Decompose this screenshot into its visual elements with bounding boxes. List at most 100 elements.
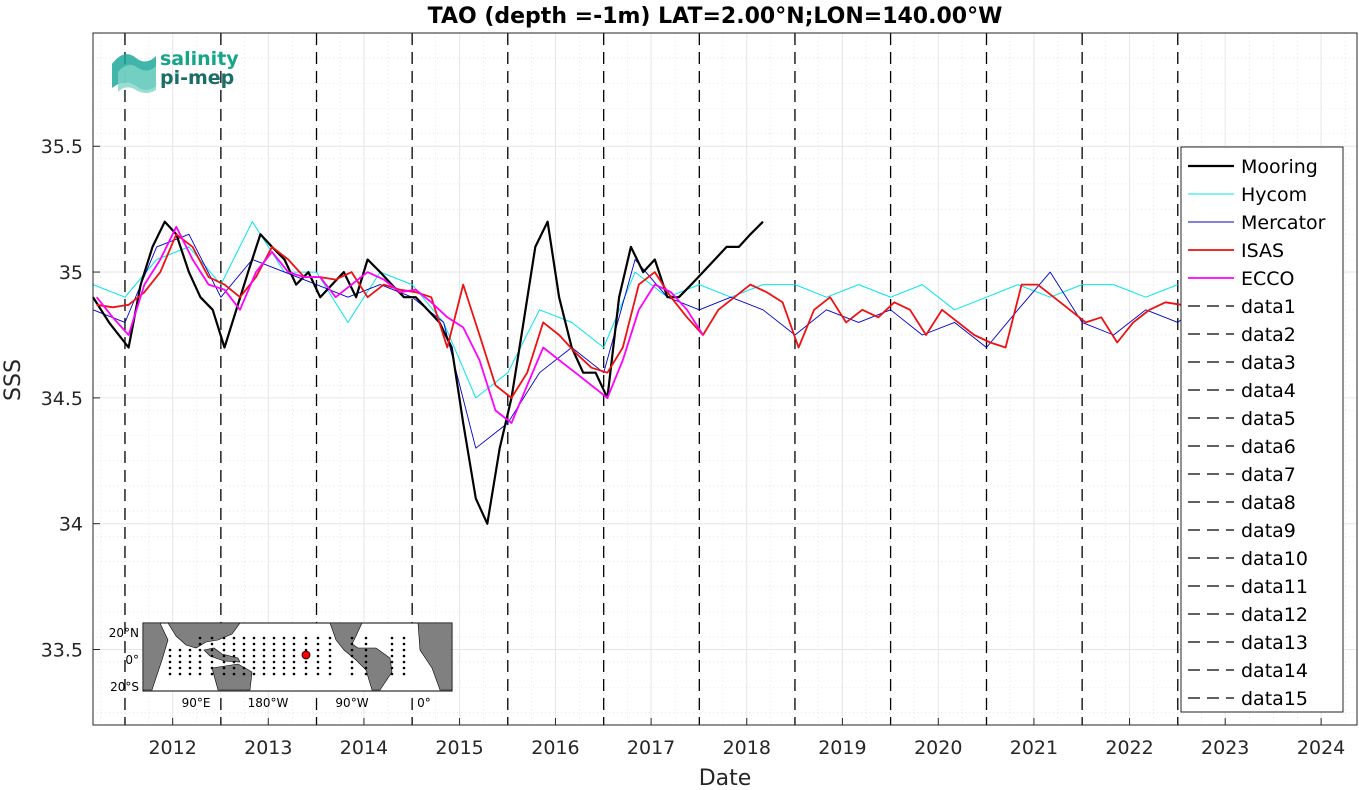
inset-lat-label-1: 0° [125,653,139,667]
inset-mooring-dot [402,636,406,640]
inset-mooring-dot [252,660,256,664]
inset-mooring-dot [304,666,308,670]
inset-mooring-dot [262,642,266,646]
x-tick-label: 2020 [914,737,962,759]
inset-mooring-dot [390,642,394,646]
legend-label-data10: data10 [1241,548,1308,570]
inset-mooring-dot [168,648,172,652]
inset-mooring-dot [328,666,332,670]
inset-mooring-dot [350,672,354,676]
inset-mooring-dot [232,636,236,640]
inset-selected-mooring-marker [301,650,311,660]
inset-mooring-dot [242,654,246,658]
inset-mooring-dot [350,636,354,640]
inset-mooring-dot [262,648,266,652]
inset-mooring-dot [282,660,286,664]
x-tick-label: 2015 [435,737,483,759]
inset-mooring-dot [292,660,296,664]
inset-mooring-dot [390,648,394,652]
inset-mooring-dot [316,648,320,652]
inset-mooring-dot [242,672,246,676]
inset-mooring-dot [252,666,256,670]
inset-map-land-asia [167,622,241,649]
series-line-mooring [92,220,764,525]
inset-mooring-dot [272,642,276,646]
legend-label-mercator: Mercator [1241,212,1326,234]
inset-mooring-dot [328,660,332,664]
legend-label-data2: data2 [1241,324,1296,346]
inset-mooring-dot [350,648,354,652]
inset-mooring-dot [328,648,332,652]
inset-mooring-dot [188,654,192,658]
inset-mooring-dot [292,672,296,676]
x-tick-label: 2017 [627,737,675,759]
x-tick-label: 2012 [148,737,196,759]
inset-mooring-dot [242,666,246,670]
inset-mooring-dot [328,642,332,646]
inset-mooring-dot [402,648,406,652]
legend-label-data3: data3 [1241,352,1296,374]
inset-mooring-dot [292,636,296,640]
legend-label-data4: data4 [1241,380,1296,402]
inset-mooring-dot [272,666,276,670]
inset-mooring-dot [198,648,202,652]
legend-label-data7: data7 [1241,464,1296,486]
inset-mooring-dot [316,666,320,670]
inset-mooring-dot [222,672,226,676]
y-axis-label: SSS [1,359,26,401]
inset-mooring-dot [222,654,226,658]
inset-mooring-dot [292,666,296,670]
inset-map: 20°N 0° 20°S 90°E 180°W 90°W 0° [109,622,453,710]
inset-lat-label-2: 20°S [110,680,139,694]
x-tick-label: 2016 [531,737,579,759]
inset-mooring-array [168,636,406,676]
inset-mooring-dot [316,654,320,658]
inset-mooring-dot [350,642,354,646]
inset-mooring-dot [272,672,276,676]
legend-label-data13: data13 [1241,632,1308,654]
legend-box [1180,146,1344,713]
x-tick-label: 2014 [340,737,388,759]
inset-mooring-dot [232,654,236,658]
x-axis-ticks: 2012 2013 2014 2015 2016 2017 2018 2019 2020 2021… [148,718,1345,759]
inset-mooring-dot [364,666,368,670]
inset-mooring-dot [242,648,246,652]
x-tick-label: 2019 [818,737,866,759]
inset-mooring-dot [210,666,214,670]
inset-mooring-dot [390,654,394,658]
inset-lon-label-3: 0° [417,696,431,710]
inset-mooring-dot [232,642,236,646]
inset-lon-label-1: 180°W [248,696,289,710]
inset-mooring-dot [188,666,192,670]
inset-mooring-dot [178,666,182,670]
inset-mooring-dot [188,672,192,676]
legend-label-data1: data1 [1241,296,1296,318]
y-tick-label: 34 [59,514,83,536]
inset-mooring-dot [242,642,246,646]
inset-mooring-dot [262,666,266,670]
inset-mooring-dot [210,636,214,640]
series-lines [92,220,1338,525]
y-axis-ticks: 33.5 34 34.5 35 35.5 [41,136,100,662]
inset-mooring-dot [168,672,172,676]
series-line-isas [96,233,1182,399]
inset-mooring-dot [304,636,308,640]
legend-label-isas: ISAS [1241,240,1284,262]
inset-mooring-dot [316,660,320,664]
inset-mooring-dot [292,648,296,652]
inset-mooring-dot [282,666,286,670]
legend-label-data11: data11 [1241,576,1308,598]
x-tick-label: 2021 [1010,737,1058,759]
inset-mooring-dot [282,672,286,676]
inset-mooring-dot [402,660,406,664]
inset-lon-label-0: 90°E [182,696,211,710]
logo-line2: pi-mep [160,67,234,89]
inset-mooring-dot [178,648,182,652]
inset-mooring-dot [262,672,266,676]
inset-mooring-dot [198,672,202,676]
inset-mooring-dot [222,642,226,646]
y-tick-label: 33.5 [41,640,83,662]
logo-wave-icon-2 [118,64,156,93]
inset-mooring-dot [232,672,236,676]
